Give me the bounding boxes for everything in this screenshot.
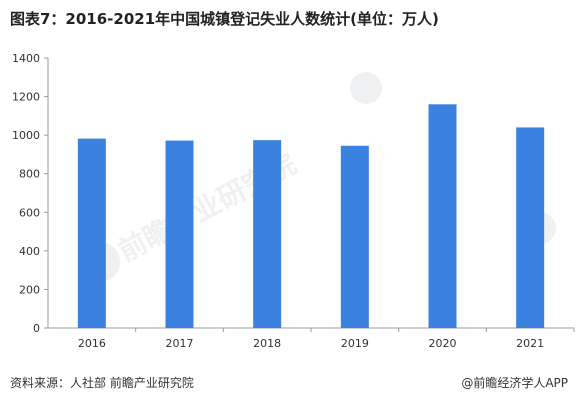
y-tick-label: 0 [33,322,40,335]
x-tick-label-2021: 2021 [516,337,544,350]
y-axis-labels: 0 200 400 600 800 1000 1200 1400 [12,52,40,335]
y-tick-label: 1000 [12,129,40,142]
x-tick-label-2020: 2020 [429,337,457,350]
y-tick-label: 800 [19,168,40,181]
y-tick-label: 1200 [12,91,40,104]
axes [44,57,575,332]
x-tick-label-2018: 2018 [253,337,281,350]
watermark-logo-right [350,72,382,104]
bars [77,104,545,329]
y-tick-label: 600 [19,206,40,219]
copyright-note: @前瞻经济学人APP [461,376,568,390]
x-tick-label-2017: 2017 [166,337,194,350]
chart-title: 图表7：2016-2021年中国城镇登记失业人数统计(单位：万人) [10,10,439,28]
bar-2020 [428,104,457,329]
bar-2021 [516,127,545,328]
x-axis-labels: 2016 2017 2018 2019 2020 2021 [78,337,544,350]
bar-2019 [340,145,369,328]
y-tick-label: 400 [19,245,40,258]
y-tick-label: 200 [19,283,40,296]
bar-2016 [77,138,106,328]
y-tick-label: 1400 [12,52,40,65]
bar-2017 [165,140,194,328]
bar-2018 [253,140,282,328]
x-tick-label-2019: 2019 [341,337,369,350]
x-tick-label-2016: 2016 [78,337,106,350]
source-note: 资料来源：人社部 前瞻产业研究院 [10,376,194,390]
